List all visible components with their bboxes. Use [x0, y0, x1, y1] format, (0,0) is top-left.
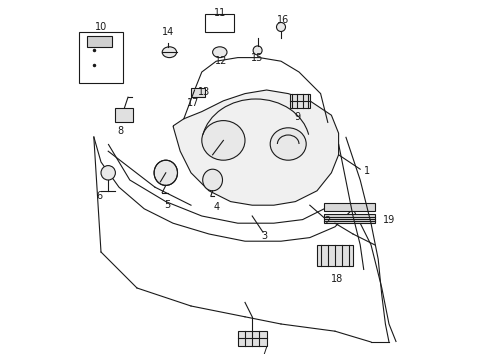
Text: 17: 17 — [187, 98, 199, 108]
Text: 7: 7 — [262, 346, 268, 356]
Text: 9: 9 — [294, 112, 300, 122]
FancyBboxPatch shape — [324, 203, 374, 211]
Ellipse shape — [101, 166, 116, 180]
Ellipse shape — [213, 47, 227, 58]
Ellipse shape — [202, 121, 245, 160]
Ellipse shape — [253, 46, 262, 55]
FancyBboxPatch shape — [87, 36, 112, 47]
Text: 11: 11 — [214, 8, 226, 18]
Text: 4: 4 — [213, 202, 219, 212]
FancyBboxPatch shape — [290, 94, 310, 108]
FancyBboxPatch shape — [324, 214, 374, 223]
FancyBboxPatch shape — [191, 88, 205, 97]
Text: 8: 8 — [118, 126, 124, 136]
FancyBboxPatch shape — [116, 108, 133, 122]
Text: 6: 6 — [96, 191, 102, 201]
Text: 5: 5 — [165, 200, 171, 210]
FancyBboxPatch shape — [317, 245, 353, 266]
Text: 18: 18 — [331, 274, 343, 284]
Text: 16: 16 — [277, 15, 289, 25]
Text: 1: 1 — [365, 166, 370, 176]
Ellipse shape — [154, 160, 177, 185]
Text: 2: 2 — [325, 216, 331, 226]
Text: 12: 12 — [216, 56, 228, 66]
FancyBboxPatch shape — [79, 32, 122, 83]
Ellipse shape — [276, 23, 286, 32]
Text: 13: 13 — [197, 87, 210, 97]
Text: 14: 14 — [162, 27, 174, 37]
Text: 10: 10 — [95, 22, 107, 32]
Ellipse shape — [270, 128, 306, 160]
Text: 19: 19 — [383, 215, 395, 225]
Ellipse shape — [203, 169, 222, 191]
PathPatch shape — [173, 90, 339, 205]
Text: 3: 3 — [262, 231, 268, 241]
FancyBboxPatch shape — [205, 14, 234, 32]
FancyBboxPatch shape — [238, 331, 267, 346]
Ellipse shape — [162, 47, 176, 58]
Text: 15: 15 — [251, 53, 264, 63]
